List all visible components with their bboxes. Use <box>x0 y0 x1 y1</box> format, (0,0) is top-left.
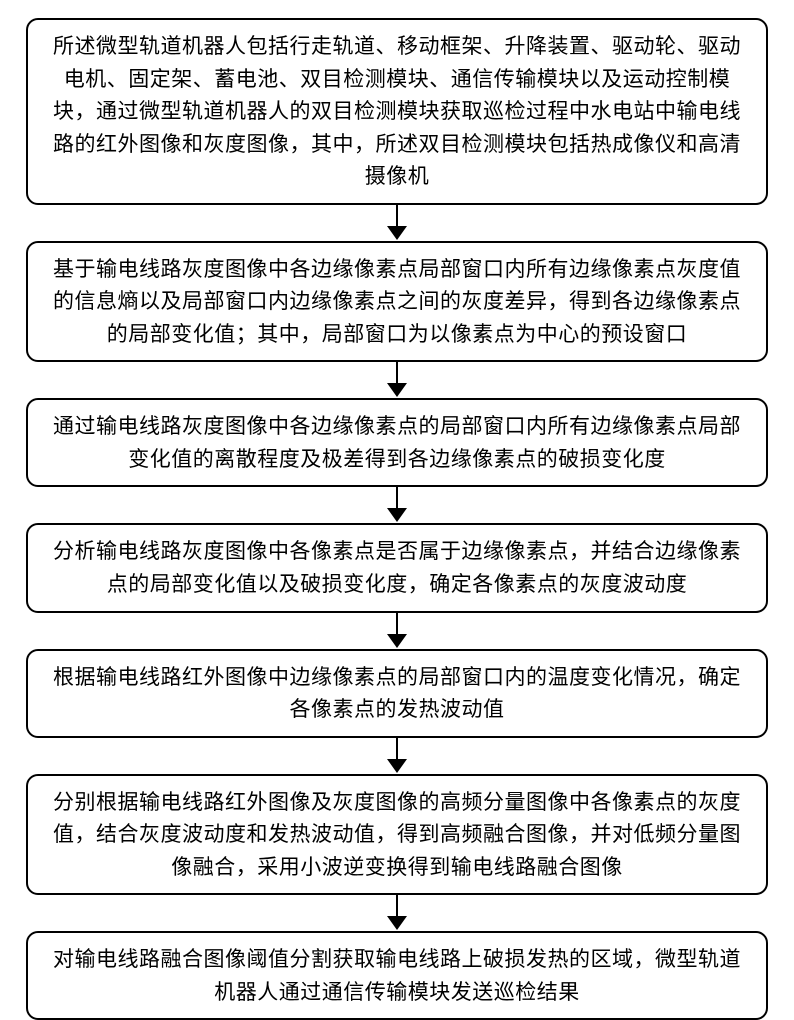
arrow-head-icon <box>387 634 407 648</box>
flow-node-3-text: 通过输电线路灰度图像中各边缘像素点的局部窗口内所有边缘像素点局部变化值的离散程度… <box>53 414 741 471</box>
flow-node-2: 基于输电线路灰度图像中各边缘像素点局部窗口内所有边缘像素点灰度值的信息熵以及局部… <box>26 241 768 363</box>
flow-node-5-text: 根据输电线路红外图像中边缘像素点的局部窗口内的温度变化情况，确定各像素点的发热波… <box>53 665 741 722</box>
flow-node-4: 分析输电线路灰度图像中各像素点是否属于边缘像素点，并结合边缘像素点的局部变化值以… <box>26 523 768 612</box>
arrow-head-icon <box>387 226 407 240</box>
flow-node-1-text: 所述微型轨道机器人包括行走轨道、移动框架、升降装置、驱动轮、驱动电机、固定架、蓄… <box>53 34 741 188</box>
flow-node-2-text: 基于输电线路灰度图像中各边缘像素点局部窗口内所有边缘像素点灰度值的信息熵以及局部… <box>53 257 741 346</box>
flow-arrow-1 <box>387 205 407 241</box>
flow-node-7: 对输电线路融合图像阈值分割获取输电线路上破损发热的区域，微型轨道机器人通过通信传… <box>26 931 768 1020</box>
arrow-shaft <box>396 895 398 917</box>
flow-node-5: 根据输电线路红外图像中边缘像素点的局部窗口内的温度变化情况，确定各像素点的发热波… <box>26 649 768 738</box>
flow-node-4-text: 分析输电线路灰度图像中各像素点是否属于边缘像素点，并结合边缘像素点的局部变化值以… <box>53 539 741 596</box>
flow-arrow-3 <box>387 487 407 523</box>
arrow-shaft <box>396 487 398 509</box>
flowchart-container: 所述微型轨道机器人包括行走轨道、移动框架、升降装置、驱动轮、驱动电机、固定架、蓄… <box>26 18 768 1020</box>
arrow-head-icon <box>387 508 407 522</box>
arrow-shaft <box>396 613 398 635</box>
flow-node-6: 分别根据输电线路红外图像及灰度图像的高频分量图像中各像素点的灰度值，结合灰度波动… <box>26 774 768 896</box>
arrow-shaft <box>396 362 398 384</box>
flow-node-1: 所述微型轨道机器人包括行走轨道、移动框架、升降装置、驱动轮、驱动电机、固定架、蓄… <box>26 18 768 205</box>
flow-arrow-2 <box>387 362 407 398</box>
flow-node-3: 通过输电线路灰度图像中各边缘像素点的局部窗口内所有边缘像素点局部变化值的离散程度… <box>26 398 768 487</box>
flow-arrow-4 <box>387 613 407 649</box>
flow-arrow-6 <box>387 895 407 931</box>
flow-node-7-text: 对输电线路融合图像阈值分割获取输电线路上破损发热的区域，微型轨道机器人通过通信传… <box>53 947 741 1004</box>
flow-arrow-5 <box>387 738 407 774</box>
arrow-head-icon <box>387 383 407 397</box>
arrow-head-icon <box>387 916 407 930</box>
flow-node-6-text: 分别根据输电线路红外图像及灰度图像的高频分量图像中各像素点的灰度值，结合灰度波动… <box>53 790 741 879</box>
arrow-head-icon <box>387 759 407 773</box>
arrow-shaft <box>396 205 398 227</box>
arrow-shaft <box>396 738 398 760</box>
